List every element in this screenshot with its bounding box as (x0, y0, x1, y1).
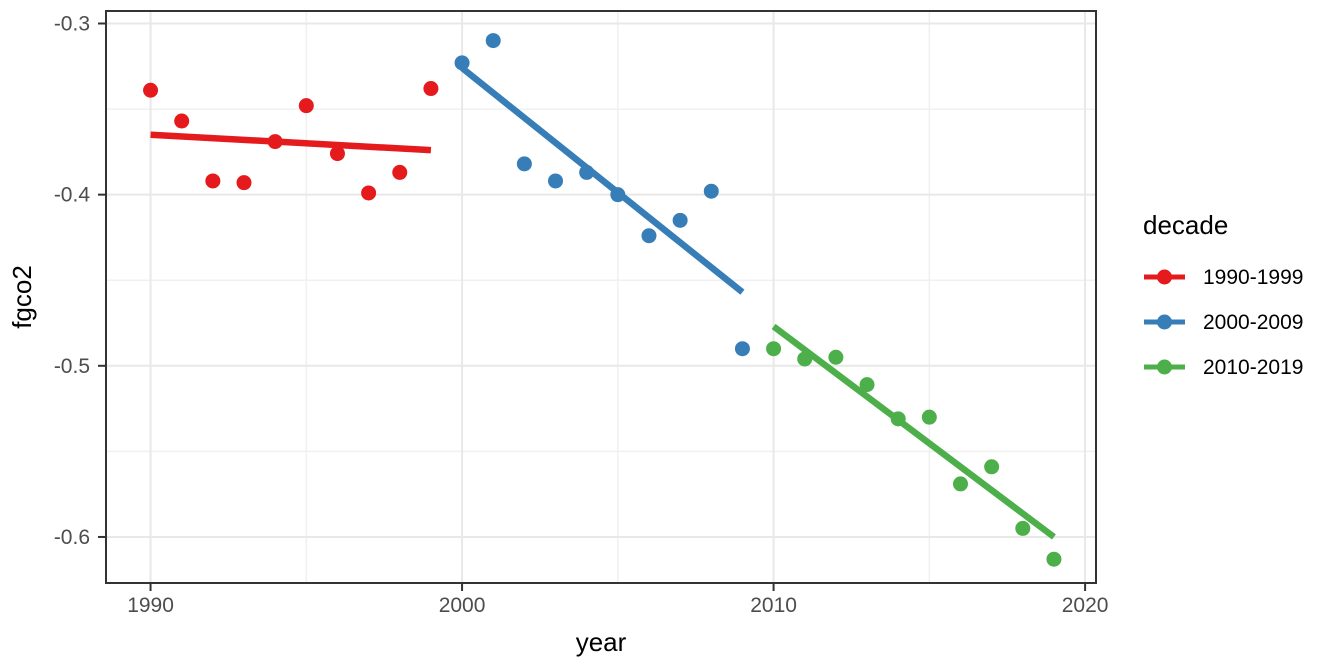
data-point-2010-2019 (1015, 520, 1031, 536)
data-point-1990-1999 (361, 185, 377, 201)
x-axis-title: year (576, 627, 627, 657)
data-point-2000-2009 (610, 187, 626, 203)
panel-border (105, 10, 1097, 584)
data-point-1990-1999 (205, 173, 221, 189)
x-tick-label: 2000 (439, 594, 486, 617)
data-point-2000-2009 (672, 212, 688, 228)
legend-key-dot-2010-2019 (1157, 359, 1172, 375)
trend-line-2010-2019 (771, 323, 1056, 540)
data-point-1990-1999 (298, 98, 314, 114)
axis-tick-marks (98, 22, 1087, 591)
data-point-2000-2009 (579, 164, 595, 180)
data-point-2010-2019 (1046, 551, 1062, 567)
legend-key-dot-2000-2009 (1157, 314, 1172, 330)
data-point-2010-2019 (890, 411, 906, 427)
data-point-2010-2019 (797, 351, 813, 367)
data-point-2010-2019 (766, 341, 782, 357)
x-tick-label: 2010 (750, 594, 797, 617)
trend-line-1990-1999 (150, 131, 432, 154)
data-point-2000-2009 (703, 183, 719, 199)
legend-entries: 1990-1999 2000-2009 2010-2019 (1144, 266, 1303, 379)
x-axis-tick-labels: 1990 2000 2010 2020 (127, 594, 1108, 617)
legend-entry-label: 2010-2019 (1203, 356, 1303, 379)
data-point-2000-2009 (734, 341, 750, 357)
data-point-2000-2009 (485, 33, 501, 49)
legend-entry-label: 1990-1999 (1203, 266, 1303, 289)
data-point-1990-1999 (392, 164, 408, 180)
x-tick-label: 1990 (127, 594, 174, 617)
data-point-1990-1999 (267, 134, 283, 150)
legend-title: decade (1143, 210, 1228, 240)
legend-entry-label: 2000-2009 (1203, 311, 1303, 334)
data-point-2000-2009 (641, 228, 657, 244)
trend-lines (150, 65, 1056, 540)
legend: decade 1990-1999 2000-2009 2010-2019 (1143, 210, 1303, 379)
y-tick-label: -0.3 (54, 12, 90, 35)
data-point-2000-2009 (454, 55, 470, 71)
y-axis-title: fgco2 (7, 265, 37, 329)
data-point-2010-2019 (952, 476, 968, 492)
y-tick-label: -0.5 (54, 355, 90, 378)
data-point-1990-1999 (329, 146, 345, 162)
data-point-1990-1999 (143, 82, 159, 98)
data-point-1990-1999 (236, 175, 252, 191)
panel-background (106, 11, 1096, 583)
data-point-2010-2019 (921, 409, 937, 425)
trend-line-2000-2009 (460, 65, 745, 295)
gridlines-major (106, 11, 1096, 583)
data-point-1990-1999 (174, 113, 190, 129)
data-points (143, 33, 1062, 567)
y-tick-label: -0.6 (54, 526, 90, 549)
data-point-2000-2009 (548, 173, 564, 189)
y-tick-label: -0.4 (54, 184, 91, 207)
x-tick-label: 2020 (1062, 594, 1109, 617)
data-point-2010-2019 (859, 377, 875, 393)
legend-key-dot-1990-1999 (1157, 269, 1172, 285)
y-axis-tick-labels: -0.3 -0.4 -0.5 -0.6 (54, 12, 91, 548)
data-point-2000-2009 (516, 156, 532, 172)
data-point-2010-2019 (828, 349, 844, 365)
data-point-1990-1999 (423, 81, 439, 97)
data-point-2010-2019 (984, 459, 1000, 475)
